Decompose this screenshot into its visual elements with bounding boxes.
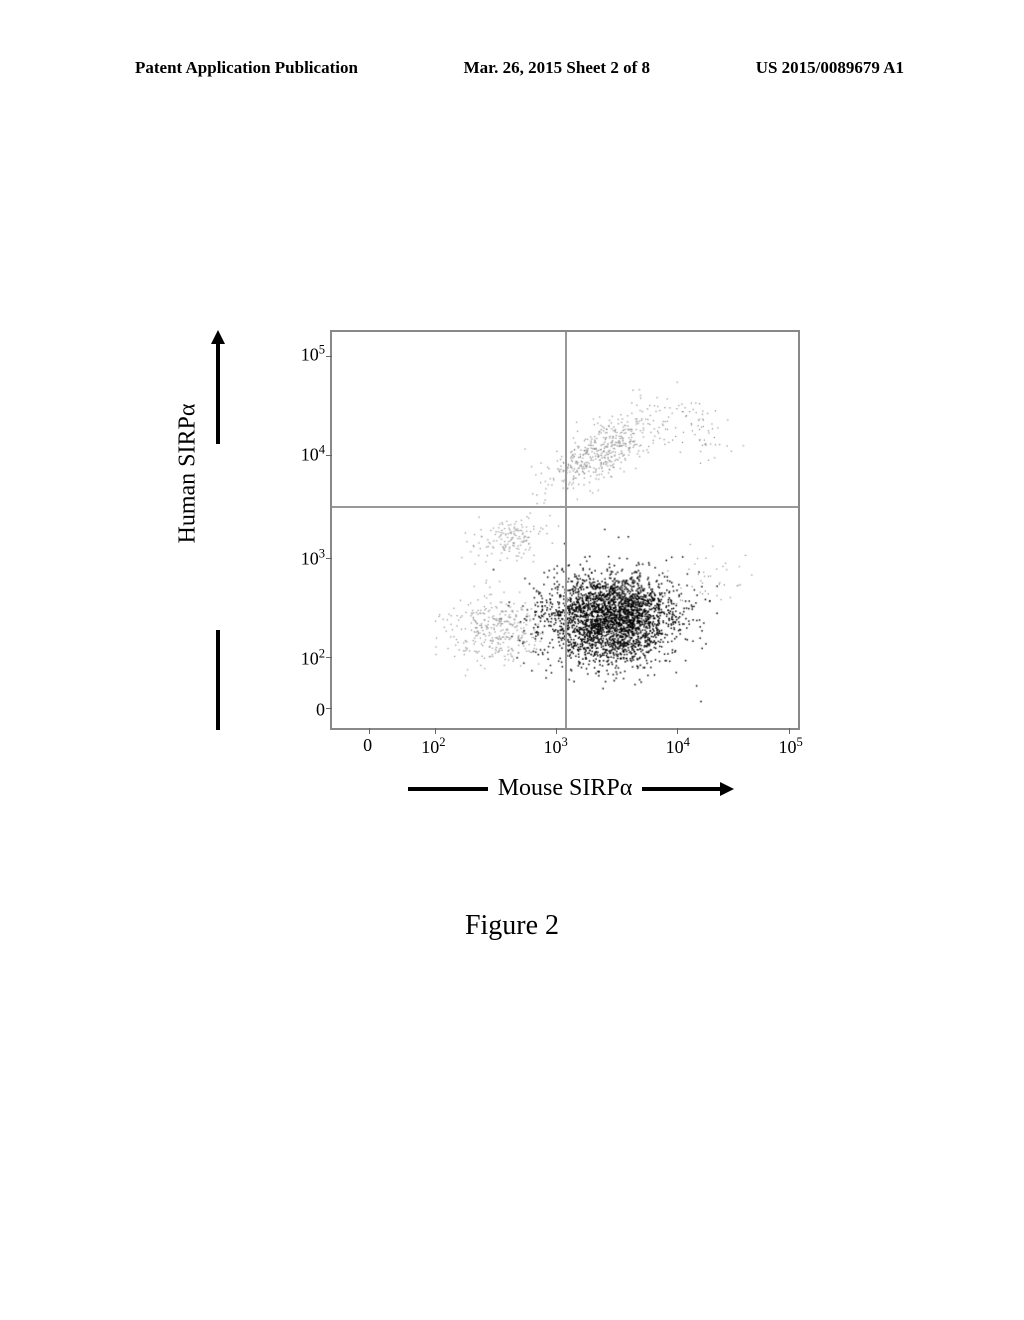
y-tick-label: 105 [265,343,325,366]
x-axis-title: Mouse SIRPα [330,775,800,802]
header-left: Patent Application Publication [135,58,358,78]
x-axis-label: Mouse SIRPα [498,775,633,802]
header-right: US 2015/0089679 A1 [756,58,904,78]
y-tick-label: 103 [265,547,325,570]
y-axis-ticks: 0 102 103 104 105 [265,330,325,730]
y-axis-label: Human SIRPα [174,404,201,544]
page-header: Patent Application Publication Mar. 26, … [0,58,1024,78]
y-axis-arrow [208,330,228,730]
quadrant-vertical-line [565,332,567,728]
x-tick-label: 104 [666,735,690,758]
x-axis-ticks: 0 102 103 104 105 [330,735,800,765]
figure-caption: Figure 2 [0,910,1024,942]
x-arrow-right [642,787,722,791]
x-tick-label: 0 [363,735,372,756]
x-tick-label: 102 [421,735,445,758]
x-arrow-left [408,787,488,791]
figure-container: Human SIRPα 0102103104105 0102103104105 … [170,330,810,850]
quadrant-horizontal-line [332,506,798,508]
x-tick-label: 105 [778,735,802,758]
scatter-plot [330,330,800,730]
x-tick-label: 103 [543,735,567,758]
y-tick-label: 102 [265,647,325,670]
y-tick-label: 104 [265,443,325,466]
y-tick-label: 0 [265,700,325,721]
header-center: Mar. 26, 2015 Sheet 2 of 8 [464,58,650,78]
